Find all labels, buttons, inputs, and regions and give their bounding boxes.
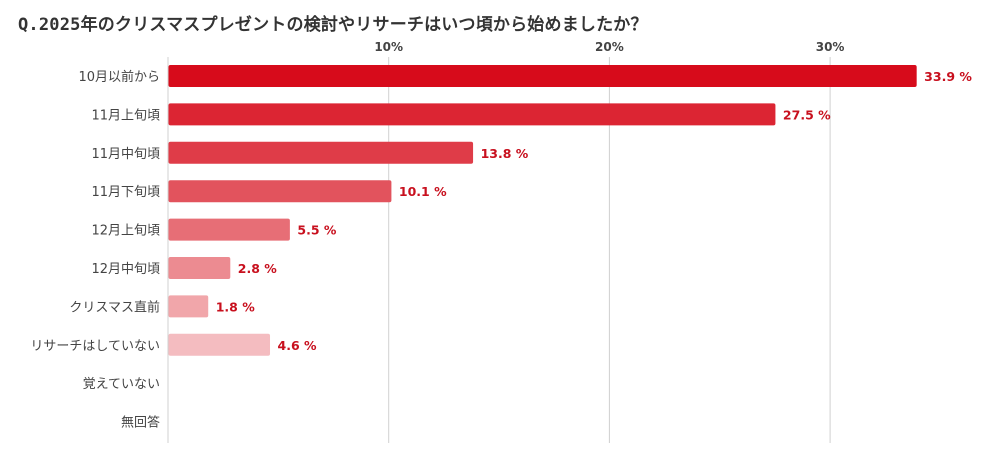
bar — [168, 257, 231, 279]
bar — [168, 103, 776, 126]
chart-title: Q.2025年のクリスマスプレゼントの検討やリサーチはいつ頃から始めましたか？ — [18, 15, 648, 35]
category-label: クリスマス直前 — [69, 299, 160, 315]
bar — [168, 295, 209, 318]
bar — [168, 218, 290, 241]
category-label: 11月上旬頃 — [91, 108, 160, 123]
category-label: 覚えていない — [83, 377, 160, 392]
category-label: 12月中旬頃 — [91, 262, 160, 277]
value-label: 13.8 % — [481, 146, 529, 161]
bar — [168, 180, 392, 203]
category-labels: 10月以前から 11月上旬頃 11月中旬頃 11月下旬頃 12月上旬頃 12月中旬頃クリス… — [30, 69, 160, 431]
category-label: 12月上旬頃 — [91, 224, 160, 239]
bars — [168, 65, 917, 356]
value-label: 27.5 % — [783, 107, 831, 122]
category-label: 11月下旬頃 — [91, 185, 160, 200]
value-label: 33.9 % — [924, 69, 972, 84]
value-label: 10.1 % — [399, 184, 447, 199]
bar — [168, 333, 271, 356]
value-label: 5.5 % — [297, 223, 336, 238]
x-tick-label: 30% — [816, 40, 845, 54]
value-label: 1.8 % — [216, 299, 255, 314]
category-label: 11月中旬頃 — [91, 147, 160, 162]
category-label: 10月以前から — [78, 69, 160, 85]
x-axis-ticks: 10% 20% 30% — [374, 40, 844, 54]
category-label: 無回答 — [121, 415, 160, 431]
value-label: 4.6 % — [278, 338, 317, 353]
category-label: リサーチはしていない — [30, 339, 160, 354]
value-label: 2.8 % — [238, 261, 277, 276]
x-tick-label: 20% — [595, 40, 624, 54]
x-tick-label: 10% — [374, 40, 403, 54]
value-labels: 33.9 % 27.5 % 13.8 % 10.1 % 5.5 % 2.8 % 1.8 % 4… — [216, 69, 973, 353]
bar — [168, 65, 917, 87]
bar — [168, 141, 474, 164]
